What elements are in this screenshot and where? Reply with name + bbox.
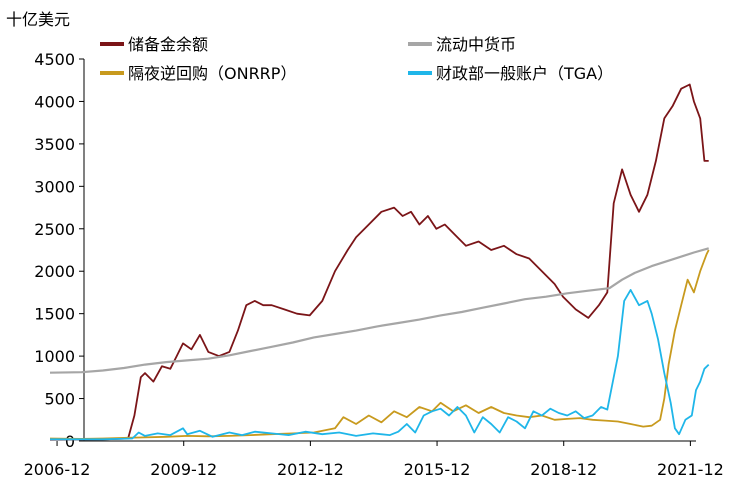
y-tick-label: 500 bbox=[44, 390, 75, 409]
series-line bbox=[49, 83, 709, 441]
legend-label: 流动中货币 bbox=[436, 35, 516, 54]
series-line bbox=[50, 289, 710, 441]
series-line bbox=[49, 249, 710, 440]
series-line bbox=[49, 247, 710, 374]
legend-label: 财政部一般账户（TGA） bbox=[436, 64, 613, 83]
x-tick-label: 2006-12 bbox=[24, 460, 91, 479]
x-tick-label: 2015-12 bbox=[404, 460, 471, 479]
y-tick-label: 4000 bbox=[34, 92, 75, 111]
x-tick-label: 2018-12 bbox=[530, 460, 597, 479]
legend-label: 储备金余额 bbox=[128, 35, 208, 54]
y-tick-label: 1500 bbox=[34, 305, 75, 324]
y-tick-label: 3500 bbox=[34, 135, 75, 154]
y-tick-label: 4500 bbox=[34, 50, 75, 69]
y-tick-label: 2000 bbox=[34, 262, 75, 281]
x-tick-label: 2021-12 bbox=[657, 460, 724, 479]
x-tick-label: 2012-12 bbox=[277, 460, 344, 479]
y-tick-label: 3000 bbox=[34, 177, 75, 196]
legend-label: 隔夜逆回购（ONRRP） bbox=[128, 64, 296, 83]
y-tick-label: 2500 bbox=[34, 220, 75, 239]
y-tick-label: 0 bbox=[65, 432, 75, 451]
x-tick-label: 2009-12 bbox=[150, 460, 217, 479]
y-tick-label: 1000 bbox=[34, 347, 75, 366]
unit-label: 十亿美元 bbox=[6, 10, 71, 29]
